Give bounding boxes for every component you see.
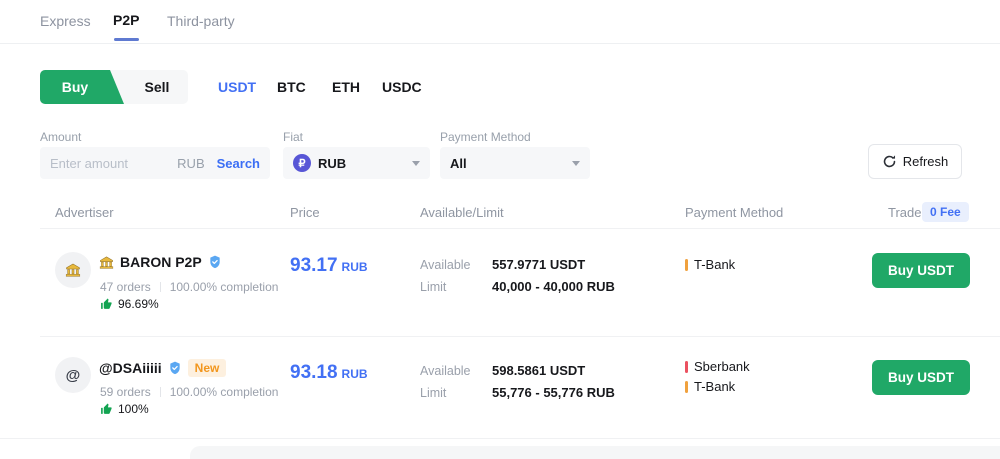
bank-icon	[65, 262, 81, 278]
payment-method-item: T-Bank	[685, 257, 735, 272]
row-divider	[0, 438, 1000, 439]
top-nav: Express P2P Third-party	[0, 0, 1000, 44]
search-button[interactable]: Search	[216, 155, 260, 171]
price-currency: RUB	[341, 260, 368, 274]
limit-value: 55,776 - 55,776 RUB	[492, 385, 615, 400]
price-value: 93.17	[290, 255, 338, 276]
payment-color-bar	[685, 258, 688, 271]
buy-usdt-button[interactable]: Buy USDT	[872, 360, 970, 395]
buy-sell-toggle: Buy Sell	[40, 70, 188, 104]
rating-value: 100%	[118, 402, 149, 416]
advertiser-name-text: BARON P2P	[120, 254, 202, 270]
payment-color-bar	[685, 380, 688, 393]
refresh-icon	[882, 154, 897, 169]
tab-third-party[interactable]: Third-party	[167, 13, 235, 29]
payment-method-name: T-Bank	[694, 257, 736, 272]
amount-label: Amount	[40, 130, 82, 144]
table-row: @ @DSAiiiii New 59 orders 100.00% comple…	[0, 345, 1000, 440]
next-row-peek	[190, 446, 1000, 459]
refresh-button-label: Refresh	[902, 154, 949, 169]
available-limit: Available 598.5861 USDT Limit 55,776 - 5…	[420, 363, 615, 400]
price-currency: RUB	[341, 367, 368, 381]
thumbs-up-icon	[100, 403, 113, 416]
tab-express[interactable]: Express	[40, 13, 91, 29]
advertiser-stats: 47 orders 100.00% completion	[100, 280, 278, 294]
available-label: Available	[420, 364, 471, 378]
amount-field: RUB Search	[40, 147, 270, 179]
verified-badge-icon	[208, 255, 222, 269]
avatar: @	[55, 357, 91, 393]
payment-method-dropdown[interactable]: All	[440, 147, 590, 179]
rating: 100%	[100, 402, 149, 416]
sell-toggle-button[interactable]: Sell	[144, 79, 170, 95]
verified-badge-icon	[168, 361, 182, 375]
fiat-dropdown[interactable]: ₽ RUB	[283, 147, 430, 179]
limit-label: Limit	[420, 280, 447, 294]
column-header-payment-method: Payment Method	[685, 205, 784, 220]
advertiser-stats: 59 orders 100.00% completion	[100, 385, 278, 399]
orders-separator	[159, 387, 161, 397]
orders-count: 59 orders	[100, 385, 151, 399]
bank-icon	[99, 255, 114, 270]
advertiser-name-text: @DSAiiiii	[99, 360, 162, 376]
tab-p2p[interactable]: P2P	[113, 12, 140, 28]
fiat-value: RUB	[318, 155, 347, 171]
payment-method-value: All	[450, 155, 467, 171]
price: 93.18 RUB	[290, 362, 368, 384]
amount-currency-suffix: RUB	[177, 155, 205, 171]
row-divider	[40, 336, 1000, 337]
payment-method-item: Sberbank	[685, 359, 750, 374]
available-value: 598.5861 USDT	[492, 363, 586, 378]
payment-color-bar	[685, 360, 688, 373]
column-header-advertiser: Advertiser	[55, 205, 114, 220]
thumbs-up-icon	[100, 298, 113, 311]
zero-fee-badge: 0 Fee	[922, 202, 969, 222]
active-tab-underline	[114, 38, 139, 41]
column-header-available-limit: Available/Limit	[420, 205, 504, 220]
completion-rate: 100.00% completion	[169, 280, 279, 294]
chevron-down-icon	[572, 160, 580, 166]
ruble-icon: ₽	[293, 154, 311, 172]
payment-methods: Sberbank T-Bank	[685, 359, 750, 394]
payment-method-name: T-Bank	[694, 379, 736, 394]
completion-rate: 100.00% completion	[169, 385, 279, 399]
refresh-button[interactable]: Refresh	[868, 144, 962, 179]
limit-label: Limit	[420, 386, 447, 400]
fiat-label: Fiat	[283, 130, 304, 144]
orders-separator	[159, 282, 161, 292]
coin-tab-btc[interactable]: BTC	[277, 79, 306, 95]
table-row: BARON P2P 47 orders 100.00% completion 9…	[0, 240, 1000, 335]
header-divider	[40, 228, 1000, 229]
advertiser-name[interactable]: BARON P2P	[99, 254, 222, 270]
rating: 96.69%	[100, 297, 159, 311]
available-value: 557.9771 USDT	[492, 257, 586, 272]
amount-input[interactable]	[50, 155, 174, 171]
avatar	[55, 252, 91, 288]
coin-tab-eth[interactable]: ETH	[332, 79, 360, 95]
price-value: 93.18	[290, 362, 338, 383]
payment-method-name: Sberbank	[694, 359, 750, 374]
limit-value: 40,000 - 40,000 RUB	[492, 279, 615, 294]
price: 93.17 RUB	[290, 255, 368, 277]
payment-method-label: Payment Method	[440, 130, 531, 144]
buy-usdt-button[interactable]: Buy USDT	[872, 253, 970, 288]
available-limit: Available 557.9771 USDT Limit 40,000 - 4…	[420, 257, 615, 294]
column-header-price: Price	[290, 205, 320, 220]
new-badge: New	[187, 359, 227, 377]
coin-tab-usdc[interactable]: USDC	[382, 79, 422, 95]
payment-method-item: T-Bank	[685, 379, 750, 394]
available-label: Available	[420, 258, 471, 272]
avatar-initial: @	[65, 366, 81, 384]
rating-value: 96.69%	[118, 297, 159, 311]
buy-toggle-button[interactable]: Buy	[40, 70, 124, 104]
advertiser-name[interactable]: @DSAiiiii New	[99, 359, 227, 377]
orders-count: 47 orders	[100, 280, 151, 294]
payment-methods: T-Bank	[685, 257, 735, 272]
column-header-trade: Trade	[888, 205, 922, 220]
chevron-down-icon	[412, 160, 420, 166]
coin-tab-usdt[interactable]: USDT	[218, 79, 257, 95]
